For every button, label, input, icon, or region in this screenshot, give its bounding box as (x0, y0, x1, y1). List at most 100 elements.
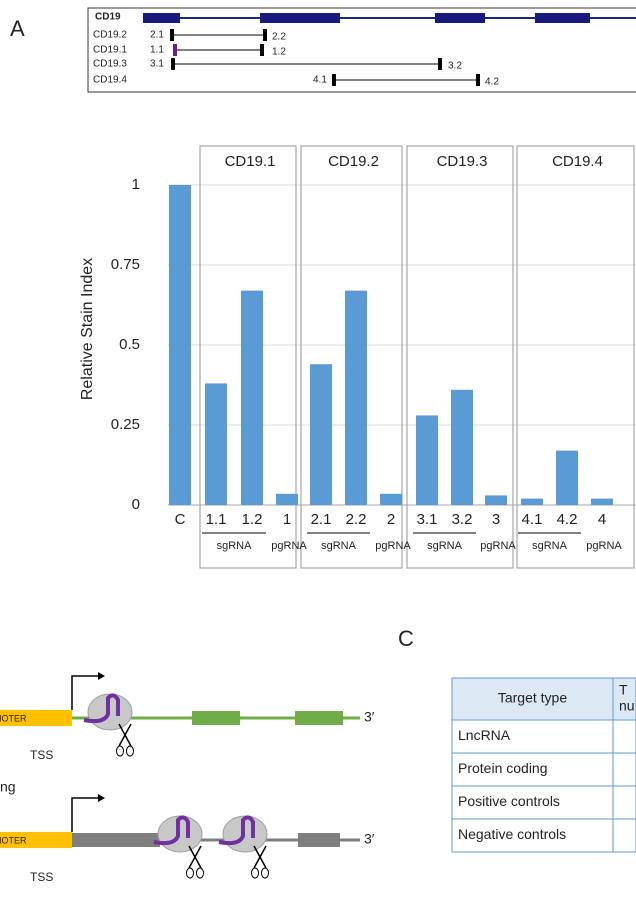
x-tick-label: 3.1 (417, 511, 438, 528)
exon (143, 13, 155, 23)
scissor (118, 723, 132, 747)
x-tick-label: 2 (387, 511, 395, 528)
bar (485, 495, 507, 505)
table-row (451, 752, 636, 787)
table-header-cell: T (619, 682, 628, 698)
track-mark (438, 58, 442, 70)
exon (295, 711, 343, 725)
bar (380, 493, 402, 505)
x-tick-label: 2.2 (346, 511, 367, 528)
table-cell: Protein coding (458, 760, 548, 776)
track-left: 4.1 (313, 75, 327, 86)
exon (535, 13, 590, 23)
group-label: CD19.3 (437, 153, 488, 170)
group-label: CD19.4 (552, 153, 603, 170)
tss-arrow (71, 797, 98, 832)
gene-name: CD19 (95, 12, 121, 23)
y-axis-label: Relative Stain Index (79, 258, 96, 400)
bar (591, 498, 613, 505)
y-tick-label: 0.25 (111, 416, 140, 433)
sublabel: pgRNA (271, 540, 307, 552)
track-mark (332, 74, 336, 86)
x-tick-label: 3 (492, 511, 500, 528)
tss-label: TSS (30, 748, 53, 762)
track-name: CD19.3 (93, 59, 127, 70)
x-tick-label: 4.1 (522, 511, 543, 528)
panel-label: A (10, 16, 25, 41)
arrowhead (98, 672, 105, 680)
exon (298, 833, 340, 847)
group-box (406, 145, 514, 569)
track-left: 3.1 (150, 59, 164, 70)
group-label: CD19.2 (328, 153, 379, 170)
tss-arrow (71, 675, 98, 710)
sgrna (218, 815, 255, 846)
sublabel: pgRNA (586, 540, 622, 552)
sgrna (83, 693, 120, 724)
group-box (300, 145, 403, 569)
sublabel: sgRNA (532, 540, 568, 552)
bar (451, 389, 473, 505)
end-label: 3′ (364, 709, 375, 725)
track-right: 1.2 (272, 47, 286, 58)
promoter-label: MOTER (0, 713, 27, 723)
group-box (516, 145, 635, 569)
sublabel: sgRNA (427, 540, 463, 552)
sgrna (153, 815, 190, 846)
side-label: ng (0, 779, 16, 795)
exon (155, 13, 180, 23)
track-left: 2.1 (150, 30, 164, 41)
x-tick-label: 2.1 (311, 511, 332, 528)
table-row (451, 719, 636, 754)
scissor (126, 745, 134, 757)
bar (521, 498, 543, 505)
bar (169, 185, 191, 505)
x-tick-label: 1.1 (206, 511, 227, 528)
x-tick-label: 4.2 (557, 511, 578, 528)
exon (435, 13, 485, 23)
panel-label: C (398, 626, 414, 651)
scissor (196, 867, 204, 879)
end-label: 3′ (364, 831, 375, 847)
track-mark (170, 29, 174, 41)
scissor (253, 845, 267, 869)
promoter-label: MOTER (0, 835, 27, 845)
track-name: CD19.4 (93, 75, 127, 86)
group-label: CD19.1 (225, 153, 276, 170)
track-right: 3.2 (448, 61, 462, 72)
scissor (188, 845, 202, 869)
scissor (186, 867, 194, 879)
sublabel: sgRNA (217, 540, 253, 552)
scissor (116, 745, 124, 757)
bar (345, 290, 367, 505)
x-tick-label: 4 (598, 511, 606, 528)
track-right: 2.2 (272, 32, 286, 43)
arrowhead (98, 794, 105, 802)
promoter (0, 832, 72, 848)
track-name: CD19.1 (93, 45, 127, 56)
table-cell: LncRNA (458, 727, 511, 743)
bar (276, 493, 298, 505)
x-tick-label: C (175, 511, 186, 528)
sublabel: pgRNA (480, 540, 516, 552)
group-box (199, 145, 297, 569)
promoter (0, 710, 72, 726)
y-tick-label: 0.5 (119, 336, 140, 353)
track-mark (263, 29, 267, 41)
y-tick-label: 0 (132, 496, 140, 513)
x-tick-label: 1.2 (242, 511, 263, 528)
exon (192, 711, 240, 725)
x-tick-label: 3.2 (452, 511, 473, 528)
table-cell: Negative controls (458, 826, 566, 842)
track-right: 4.2 (485, 77, 499, 88)
tss-label: TSS (30, 870, 53, 884)
table-cell: Positive controls (458, 793, 560, 809)
bar (241, 290, 263, 505)
track-left: 1.1 (150, 45, 164, 56)
track-mark (476, 74, 480, 86)
table-header-cell: nu (619, 698, 635, 714)
scissor (261, 867, 269, 879)
scissor (251, 867, 259, 879)
